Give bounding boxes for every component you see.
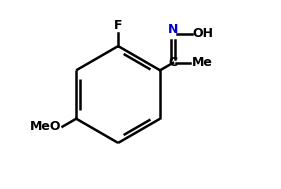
Text: Me: Me: [192, 56, 212, 69]
Text: OH: OH: [192, 27, 214, 40]
Text: C: C: [168, 56, 178, 69]
Text: F: F: [114, 19, 123, 32]
Text: MeO: MeO: [30, 120, 62, 133]
Text: N: N: [168, 23, 178, 36]
